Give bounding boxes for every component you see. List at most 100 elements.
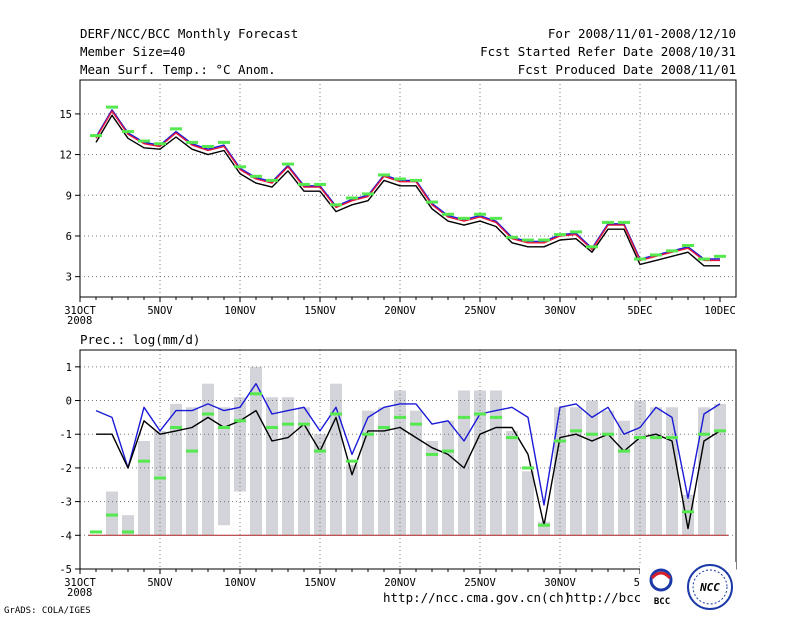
precip-bar [618,420,630,536]
ncc-url-link[interactable]: http://ncc.cma.gov.cn(ch) [383,590,571,605]
y-tick-label: 3 [66,272,72,284]
y-tick-label: 15 [59,109,72,121]
bcc-logo-ring [649,568,673,592]
data-marker [170,127,182,131]
bcc-logo: BCC [640,564,686,608]
data-marker [410,178,422,182]
precipitation-grid [80,350,736,569]
data-marker [458,415,470,419]
precip-bar [218,407,230,526]
data-marker [538,238,550,242]
x-tick-label: 10DEC [704,305,736,317]
data-marker [202,144,214,148]
precip-bar [666,407,678,536]
data-marker [186,140,198,144]
y-tick-label: -3 [59,497,72,509]
data-marker [394,177,406,181]
precip-bar [714,403,726,536]
data-marker [570,429,582,433]
data-marker [426,200,438,204]
precip-bar [442,420,454,536]
header-produced-date: Fcst Produced Date 2008/11/01 [518,62,736,77]
temperature-frame [79,79,737,298]
precip-bar [138,440,150,536]
data-marker [490,415,502,419]
y-tick-label: 12 [59,150,72,162]
data-marker [314,449,326,453]
data-marker [714,254,726,258]
x-year-label: 2008 [67,315,92,327]
precipitation-frame [79,349,737,570]
precip-bar [202,383,214,536]
data-marker [714,429,726,433]
precip-bar [570,407,582,536]
header-period: For 2008/11/01-2008/12/10 [548,26,736,41]
bcc-logo-text: BCC [654,597,670,607]
ncc-logo-text: NCC [699,581,720,594]
bcc-url-link[interactable]: http://bcc.c [566,590,656,605]
precip-bar [426,440,438,536]
ncc-logo-inner-ring [692,569,728,605]
data-marker [682,510,694,514]
data-marker [442,449,454,453]
data-marker [298,422,310,426]
data-marker [618,220,630,224]
data-marker [330,203,342,207]
data-marker [218,425,230,429]
data-marker [650,436,662,440]
temperature-axis: 31OCT 5NOV 10NOV 15NOV 20NOV 25NOV 30NOV 5DEC 10… [59,109,735,327]
data-marker [426,452,438,456]
x-tick-label: 5NOV [147,577,173,589]
data-marker [346,196,358,200]
x-tick-label: 5NOV [147,305,173,317]
data-marker [650,253,662,257]
data-marker [618,449,630,453]
data-marker [250,392,262,396]
header-title: DERF/NCC/BCC Monthly Forecast [80,26,298,41]
x-tick-label: 10NOV [224,305,256,317]
temperature-markers [90,105,726,261]
precip-bar [154,430,166,536]
precip-bar [314,434,326,536]
data-marker [586,245,598,249]
precip-bar [490,390,502,536]
data-marker [490,216,502,220]
precip-bar [458,390,470,536]
data-marker [362,192,374,196]
data-marker [234,165,246,169]
data-marker [314,182,326,186]
data-marker [154,142,166,146]
header-variable: Mean Surf. Temp.: °C Anom. [80,62,276,77]
x-tick-label: 10NOV [224,577,256,589]
data-marker [458,216,470,220]
grads-credit: GrADS: COLA/IGES [4,606,91,616]
x-tick-label: 5DEC [627,305,652,317]
bcc-logo-arc [650,571,672,580]
data-marker [90,530,102,534]
data-marker [602,220,614,224]
data-marker [250,174,262,178]
data-marker [602,432,614,436]
precip-bar [346,464,358,536]
data-marker [330,412,342,416]
data-marker [698,432,710,436]
data-marker [410,422,422,426]
precipitation-markers [90,392,726,534]
precip-bar [330,383,342,536]
data-marker [522,466,534,470]
data-marker [634,436,646,440]
data-marker [506,436,518,440]
data-marker [282,162,294,166]
data-marker [106,513,118,517]
data-marker [506,235,518,239]
y-tick-label: 6 [66,231,72,243]
data-marker [522,238,534,242]
y-tick-label: 1 [66,362,72,374]
y-tick-label: -1 [59,429,72,441]
data-marker [266,425,278,429]
data-marker [138,139,150,143]
x-tick-label: 20NOV [384,577,416,589]
series-line-upper-member [95,109,720,260]
x-tick-label: 25NOV [464,305,496,317]
data-marker [282,422,294,426]
